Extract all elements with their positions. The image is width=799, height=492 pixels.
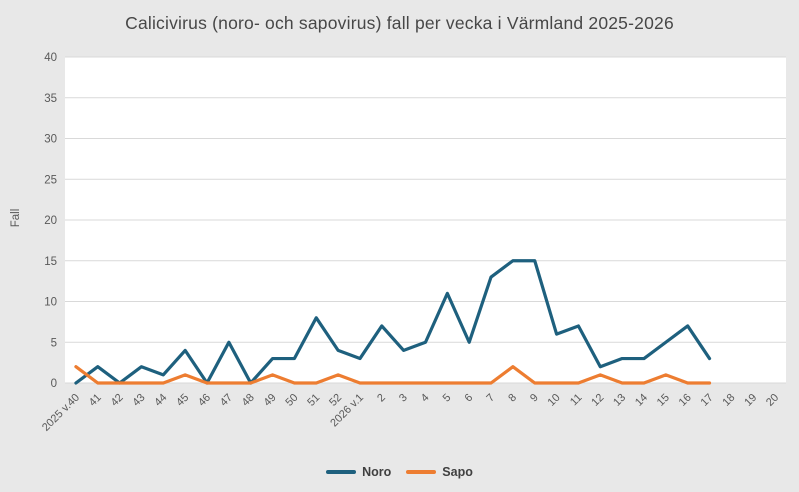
chart-title: Calicivirus (noro- och sapovirus) fall p… <box>125 13 674 33</box>
x-tick-label: 49 <box>262 392 279 409</box>
x-tick-label: 48 <box>240 392 257 409</box>
x-tick-label: 13 <box>611 392 628 409</box>
y-tick-label: 10 <box>44 297 57 309</box>
y-tick-label: 30 <box>44 134 57 146</box>
legend-item-sapo: Sapo <box>406 465 473 479</box>
x-tick-label: 4 <box>419 392 432 405</box>
x-tick-label: 19 <box>742 392 759 409</box>
y-tick-label: 25 <box>44 174 57 186</box>
x-tick-label: 42 <box>109 392 126 409</box>
x-tick-label: 3 <box>397 392 410 405</box>
noro-line-swatch <box>326 470 357 474</box>
x-tick-label: 45 <box>174 392 191 409</box>
x-tick-label: 50 <box>283 392 300 409</box>
y-tick-label: 15 <box>44 256 57 268</box>
x-tick-label: 51 <box>305 392 322 409</box>
x-tick-label: 43 <box>130 392 147 409</box>
y-tick-label: 5 <box>51 337 57 349</box>
x-tick-label: 7 <box>484 392 497 405</box>
y-tick-label: 35 <box>44 93 57 105</box>
legend-label-sapo: Sapo <box>442 465 473 479</box>
x-tick-label: 11 <box>568 392 585 409</box>
x-tick-label: 2 <box>375 392 388 405</box>
x-tick-label: 20 <box>764 392 781 409</box>
x-tick-label: 8 <box>506 392 519 405</box>
x-tick-label: 44 <box>152 392 169 409</box>
x-tick-label: 10 <box>546 392 563 409</box>
x-tick-label: 18 <box>720 392 737 409</box>
x-tick-label: 41 <box>87 392 104 409</box>
legend-item-noro: Noro <box>326 465 391 479</box>
sapo-line <box>74 365 712 385</box>
x-tick-label: 2025 v.40 <box>40 392 82 434</box>
x-tick-label: 5 <box>441 392 454 405</box>
x-tick-label: 12 <box>589 392 606 409</box>
x-tick-label: 9 <box>528 392 541 405</box>
y-axis-title: Fall <box>10 208 22 228</box>
noro-line <box>74 259 712 385</box>
y-tick-label: 20 <box>44 215 57 227</box>
x-tick-label: 6 <box>463 392 476 405</box>
y-tick-label: 40 <box>44 52 57 64</box>
y-tick-label: 0 <box>51 378 57 390</box>
x-tick-label: 14 <box>633 392 650 409</box>
x-tick-label: 16 <box>677 392 694 409</box>
x-tick-label: 17 <box>699 392 716 409</box>
sapo-line-swatch <box>406 470 437 474</box>
x-tick-label: 47 <box>218 392 235 409</box>
x-tick-label: 15 <box>655 392 672 409</box>
legend: Noro Sapo <box>0 465 799 479</box>
x-tick-label: 46 <box>196 392 213 409</box>
legend-label-noro: Noro <box>362 465 392 479</box>
